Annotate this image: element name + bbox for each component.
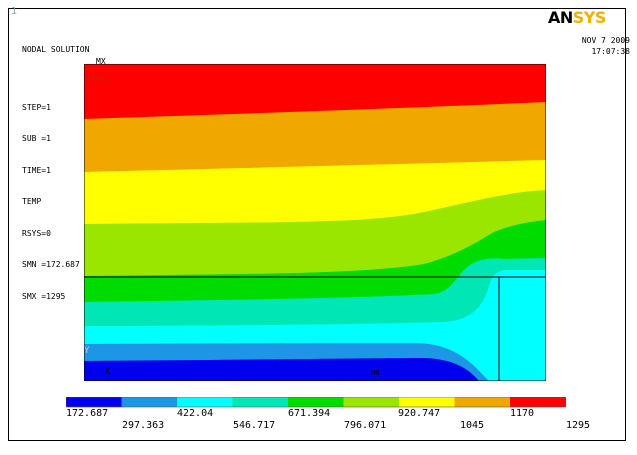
legend-swatch-3 xyxy=(177,397,233,407)
legend-swatch-1 xyxy=(66,397,122,407)
info-smn: SMN =172.687 xyxy=(22,260,80,269)
solution-info: NODAL SOLUTION STEP=1 SUB =1 TIME=1 TEMP… xyxy=(22,24,89,313)
legend-label-6: 796.071 xyxy=(344,420,387,431)
legend-swatch-4 xyxy=(232,397,289,407)
window-number: 1 xyxy=(11,6,18,17)
legend-border xyxy=(66,397,566,408)
contour-band-blue xyxy=(84,358,479,381)
triad-x-label: X xyxy=(105,367,110,376)
triad-y-label: Y xyxy=(84,346,90,356)
legend-label-5: 671.394 xyxy=(288,408,331,419)
info-sub: SUB =1 xyxy=(22,134,51,143)
legend-swatch-9 xyxy=(510,397,566,407)
legend-swatch-7 xyxy=(399,397,455,407)
legend-label-1: 172.687 xyxy=(66,408,109,419)
legend-swatch-6 xyxy=(343,397,400,407)
legend-label-9: 1170 xyxy=(510,408,535,419)
legend-label-3: 422.04 xyxy=(177,408,214,419)
legend-label-7: 920.747 xyxy=(398,408,441,419)
timestamp-date: NOV 7 2009 xyxy=(581,36,630,45)
max-marker-label: MX xyxy=(96,57,106,66)
legend-swatch-8 xyxy=(454,397,511,407)
legend-label-4: 546.717 xyxy=(233,420,276,431)
min-marker-label: MN xyxy=(371,369,380,377)
info-title: NODAL SOLUTION xyxy=(22,45,90,54)
info-smx: SMX =1295 xyxy=(22,291,66,301)
contour-plot xyxy=(84,64,546,381)
contour-legend xyxy=(66,397,566,408)
avg-label: (AVG) xyxy=(86,74,111,83)
legend-swatch-2 xyxy=(121,397,178,407)
info-temp: TEMP xyxy=(22,197,42,206)
info-time: TIME=1 xyxy=(22,165,51,175)
legend-label-8: 1045 xyxy=(460,420,485,431)
timestamp-time: 17:07:38 xyxy=(591,47,630,56)
legend-label-2: 297.363 xyxy=(122,420,165,431)
legend-swatch-5 xyxy=(288,397,344,407)
info-rsys: RSYS=0 xyxy=(22,228,51,238)
ansys-logo: ANSYS xyxy=(548,8,606,27)
info-step: STEP=1 xyxy=(22,102,51,112)
legend-label-10: 1295 xyxy=(566,420,591,431)
